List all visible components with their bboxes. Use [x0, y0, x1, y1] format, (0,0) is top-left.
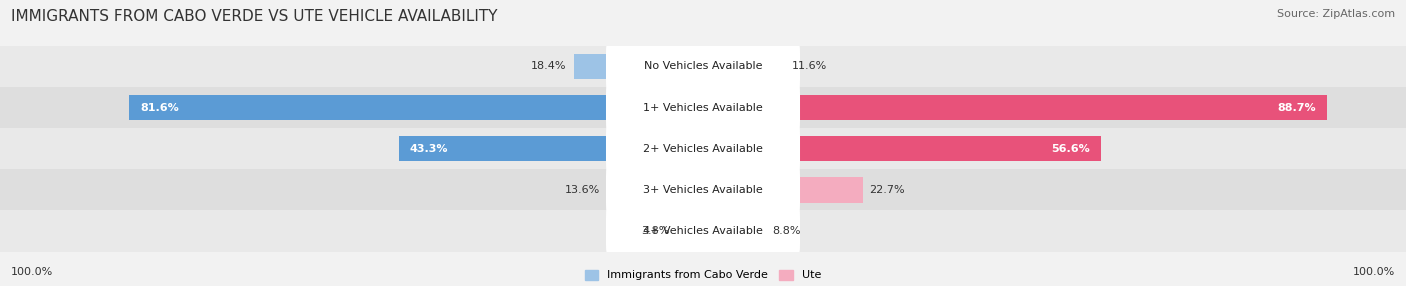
- FancyBboxPatch shape: [606, 124, 800, 174]
- Text: 56.6%: 56.6%: [1052, 144, 1091, 154]
- Bar: [703, 136, 1101, 162]
- FancyBboxPatch shape: [606, 82, 800, 133]
- Bar: [129, 95, 703, 120]
- Text: 22.7%: 22.7%: [869, 185, 905, 195]
- Text: No Vehicles Available: No Vehicles Available: [644, 61, 762, 71]
- Text: 2+ Vehicles Available: 2+ Vehicles Available: [643, 144, 763, 154]
- Bar: [703, 218, 765, 244]
- Text: 1+ Vehicles Available: 1+ Vehicles Available: [643, 103, 763, 112]
- Bar: [676, 218, 703, 244]
- Text: Source: ZipAtlas.com: Source: ZipAtlas.com: [1277, 9, 1395, 19]
- Text: 81.6%: 81.6%: [141, 103, 179, 112]
- Text: 3.8%: 3.8%: [641, 226, 669, 236]
- Bar: [0, 46, 1406, 87]
- Bar: [574, 53, 703, 79]
- Text: 13.6%: 13.6%: [565, 185, 600, 195]
- Text: 11.6%: 11.6%: [792, 61, 827, 71]
- FancyBboxPatch shape: [606, 41, 800, 92]
- Text: 88.7%: 88.7%: [1278, 103, 1316, 112]
- FancyBboxPatch shape: [606, 165, 800, 215]
- Bar: [703, 95, 1327, 120]
- Bar: [703, 177, 863, 203]
- Legend: Immigrants from Cabo Verde, Ute: Immigrants from Cabo Verde, Ute: [585, 270, 821, 281]
- Bar: [0, 169, 1406, 210]
- Text: 100.0%: 100.0%: [11, 267, 53, 277]
- Text: 3+ Vehicles Available: 3+ Vehicles Available: [643, 185, 763, 195]
- Bar: [0, 210, 1406, 252]
- Text: 4+ Vehicles Available: 4+ Vehicles Available: [643, 226, 763, 236]
- Bar: [0, 128, 1406, 169]
- Text: 100.0%: 100.0%: [1353, 267, 1395, 277]
- Bar: [399, 136, 703, 162]
- FancyBboxPatch shape: [606, 206, 800, 256]
- Text: 43.3%: 43.3%: [409, 144, 447, 154]
- Bar: [0, 87, 1406, 128]
- Bar: [703, 53, 785, 79]
- Bar: [607, 177, 703, 203]
- Text: 18.4%: 18.4%: [531, 61, 567, 71]
- Text: IMMIGRANTS FROM CABO VERDE VS UTE VEHICLE AVAILABILITY: IMMIGRANTS FROM CABO VERDE VS UTE VEHICL…: [11, 9, 498, 23]
- Text: 8.8%: 8.8%: [772, 226, 800, 236]
